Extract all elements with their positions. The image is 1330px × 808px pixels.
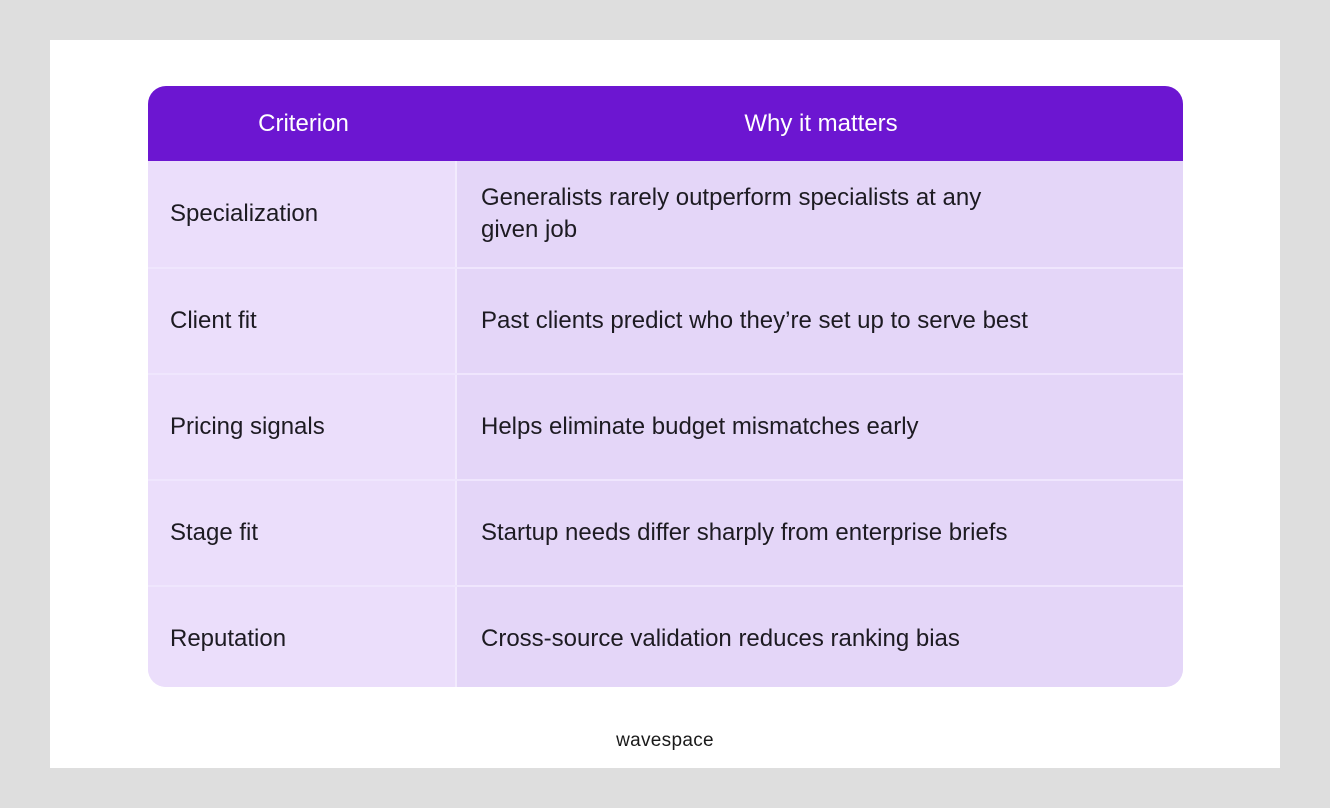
criterion-cell: Reputation: [148, 587, 457, 687]
table-row: Reputation Cross-source validation reduc…: [148, 585, 1183, 687]
table-body: Specialization Generalists rarely outper…: [148, 161, 1183, 687]
why-text: Startup needs differ sharply from enterp…: [481, 519, 1008, 546]
criterion-cell: Client fit: [148, 269, 457, 373]
table-header: Criterion Why it matters: [148, 86, 1183, 161]
brand-logo: wavespace: [616, 730, 714, 751]
table-row: Client fit Past clients predict who they…: [148, 267, 1183, 373]
table-row: Stage fit Startup needs differ sharply f…: [148, 479, 1183, 585]
why-text: Cross-source validation reduces ranking …: [481, 625, 960, 652]
criterion-cell: Pricing signals: [148, 375, 457, 479]
why-cell: Startup needs differ sharply from enterp…: [457, 481, 1183, 585]
why-cell: Past clients predict who they’re set up …: [457, 269, 1183, 373]
content-card: Criterion Why it matters Specialization …: [50, 40, 1280, 768]
header-criterion: Criterion: [258, 109, 349, 137]
criteria-table: Criterion Why it matters Specialization …: [148, 86, 1183, 687]
why-cell: Cross-source validation reduces ranking …: [457, 587, 1183, 687]
criterion-cell: Specialization: [148, 161, 457, 267]
why-text: Past clients predict who they’re set up …: [481, 307, 1028, 334]
why-cell: Generalists rarely outperform specialist…: [457, 161, 1183, 267]
why-text: Generalists rarely outperform specialist…: [481, 184, 982, 243]
header-why-it-matters: Why it matters: [744, 109, 898, 137]
table-row: Specialization Generalists rarely outper…: [148, 161, 1183, 267]
why-text: Helps eliminate budget mismatches early: [481, 413, 919, 440]
criterion-cell: Stage fit: [148, 481, 457, 585]
table-row: Pricing signals Helps eliminate budget m…: [148, 373, 1183, 479]
why-cell: Helps eliminate budget mismatches early: [457, 375, 1183, 479]
